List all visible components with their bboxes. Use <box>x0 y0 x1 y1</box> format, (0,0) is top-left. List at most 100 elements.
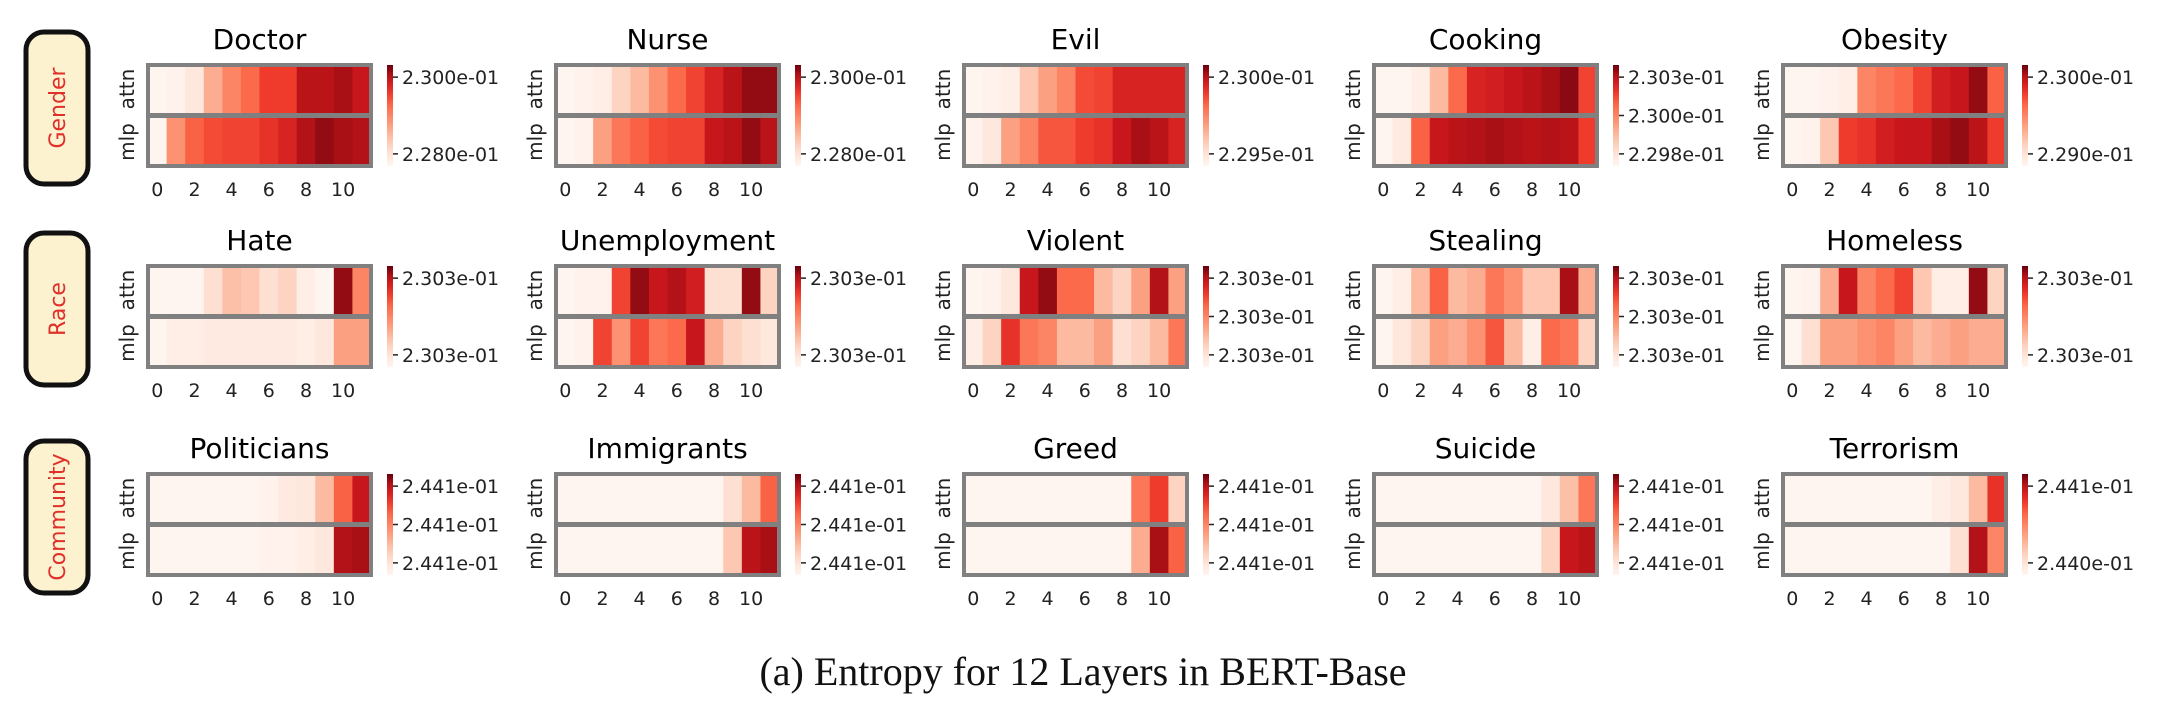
x-tick-label: 2 <box>188 179 200 201</box>
heatmap-cell-mlp <box>296 118 316 166</box>
heatmap-cell-attn <box>611 266 631 314</box>
heatmap-cell-attn <box>240 474 261 522</box>
heatmap-cell-attn <box>1038 65 1058 113</box>
heatmap-cell-attn <box>760 65 780 113</box>
x-tick-label: 10 <box>1147 380 1171 402</box>
x-tick-label: 2 <box>188 588 200 610</box>
heatmap-cell-mlp <box>222 527 242 575</box>
heatmap-cell-attn <box>1429 266 1449 314</box>
heatmap-cell-mlp <box>648 118 669 166</box>
x-tick-label: 8 <box>708 588 720 610</box>
heatmap-cell-mlp <box>259 319 279 367</box>
row-label-mlp: mlp <box>523 324 547 362</box>
panel-stealing: Stealing attn mlp 0 2 4 6 8 10 2.303e-01 2.303e-01… <box>1341 224 1725 402</box>
x-tick-label: 10 <box>739 588 763 610</box>
heatmap-cell-mlp <box>1411 118 1431 166</box>
colorbar-tick-label: 2.440e-01 <box>2037 553 2134 575</box>
row-label-mlp: mlp <box>931 123 955 161</box>
colorbar-tick-label: 2.441e-01 <box>810 515 907 537</box>
x-tick-label: 8 <box>300 588 312 610</box>
heatmap-cell-mlp <box>1578 527 1598 575</box>
heatmap-cell-mlp <box>556 319 576 367</box>
heatmap-cell-attn <box>982 474 1002 522</box>
row-separator <box>1374 113 1597 118</box>
x-tick-label: 4 <box>634 380 646 402</box>
heatmap-cell-attn <box>556 65 576 113</box>
x-tick-label: 0 <box>559 380 571 402</box>
heatmap-cell-mlp <box>556 527 576 575</box>
heatmap-cell-mlp <box>704 118 724 166</box>
x-tick-label: 6 <box>671 588 683 610</box>
heatmap-cell-mlp <box>1411 319 1431 367</box>
heatmap-cell-attn <box>1931 266 1951 314</box>
heatmap-cell-attn <box>1894 474 1914 522</box>
heatmap-cell-attn <box>1578 266 1598 314</box>
heatmap-cell-attn <box>1131 65 1151 113</box>
heatmap-cell-mlp <box>964 118 984 166</box>
x-tick-label: 2 <box>1414 179 1426 201</box>
heatmap-cell-mlp <box>1820 319 1840 367</box>
heatmap-cell-attn <box>1578 474 1598 522</box>
panel-greed: Greed attn mlp 0 2 4 6 8 10 2.441e-01 2.441e-01 2.4… <box>931 432 1315 610</box>
heatmap-cell-mlp <box>574 527 594 575</box>
heatmap-cell-attn <box>1411 474 1431 522</box>
heatmap-cell-mlp <box>741 319 762 367</box>
colorbar <box>1203 266 1209 367</box>
x-tick-label: 6 <box>1489 588 1501 610</box>
heatmap-cell-attn <box>1875 266 1896 314</box>
heatmap-cell-mlp <box>278 319 298 367</box>
heatmap-cell-attn <box>1968 266 1989 314</box>
heatmap-cell-mlp <box>1429 118 1449 166</box>
heatmap-cell-mlp <box>723 527 743 575</box>
x-tick-label: 6 <box>1079 380 1091 402</box>
heatmap-cell-attn <box>296 474 316 522</box>
heatmap-cell-attn <box>704 474 724 522</box>
heatmap-cell-mlp <box>1968 527 1989 575</box>
panel-homeless: Homeless attn mlp 0 2 4 6 8 10 2.303e-01 2.303e-01 <box>1750 224 2134 402</box>
heatmap-cell-mlp <box>278 118 298 166</box>
heatmap-cell-attn <box>1001 65 1021 113</box>
colorbar-tick-label: 2.298e-01 <box>1628 144 1725 166</box>
x-tick-label: 2 <box>1823 179 1835 201</box>
colorbar-tick-label: 2.303e-01 <box>1628 268 1725 290</box>
x-tick-label: 0 <box>151 380 163 402</box>
heatmap-cell-mlp <box>1875 527 1896 575</box>
heatmap-cell-attn <box>1448 266 1468 314</box>
heatmap-cell-attn <box>1783 65 1803 113</box>
heatmap-cell-attn <box>1559 266 1580 314</box>
heatmap-cell-attn <box>1875 474 1896 522</box>
colorbar-tick-label: 2.280e-01 <box>810 144 907 166</box>
x-tick-label: 8 <box>1116 179 1128 201</box>
heatmap-cell-attn <box>222 474 242 522</box>
row-label-mlp: mlp <box>523 532 547 570</box>
panel-title: Doctor <box>213 23 307 56</box>
row-label-mlp: mlp <box>1341 123 1365 161</box>
heatmap-cell-mlp <box>686 527 706 575</box>
heatmap-cell-mlp <box>1820 527 1840 575</box>
heatmap-cell-mlp <box>1056 527 1077 575</box>
heatmap-cell-mlp <box>1987 527 2007 575</box>
heatmap-cell-attn <box>1931 474 1951 522</box>
heatmap-cell-mlp <box>1950 118 1970 166</box>
heatmap-cell-attn <box>222 266 242 314</box>
x-tick-label: 6 <box>1898 380 1910 402</box>
x-tick-label: 4 <box>1861 588 1873 610</box>
colorbar <box>1613 65 1619 166</box>
heatmap-cell-attn <box>1987 266 2007 314</box>
heatmap-cell-mlp <box>1578 319 1598 367</box>
heatmap-cell-attn <box>1801 474 1821 522</box>
heatmap-cell-mlp <box>203 319 223 367</box>
colorbar-tick-label: 2.441e-01 <box>1628 553 1725 575</box>
heatmap-cell-attn <box>333 474 354 522</box>
heatmap-cell-mlp <box>760 118 780 166</box>
heatmap-cell-attn <box>333 65 354 113</box>
heatmap-cell-mlp <box>352 118 372 166</box>
heatmap-cell-mlp <box>1094 527 1114 575</box>
colorbar-tick-label: 2.441e-01 <box>810 476 907 498</box>
panel-immigrants: Immigrants attn mlp 0 2 4 6 8 10 2.441e-01 2.441e-… <box>523 432 907 610</box>
row-separator <box>964 314 1187 319</box>
heatmap-cell-mlp <box>982 319 1002 367</box>
heatmap-cell-mlp <box>704 319 724 367</box>
x-tick-label: 2 <box>188 380 200 402</box>
